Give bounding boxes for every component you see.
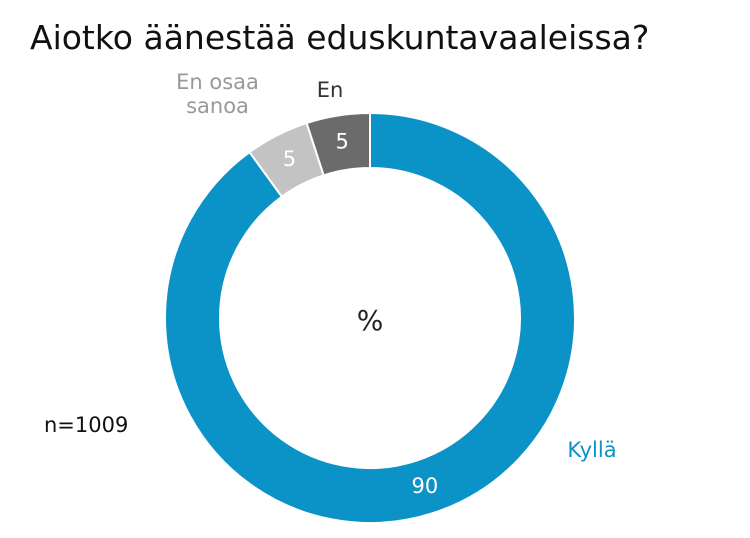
value-label: 5 — [283, 147, 296, 171]
donut-segment — [305, 111, 371, 177]
value-label: 90 — [411, 474, 438, 498]
center-label: % — [357, 304, 384, 337]
chart-title: Aiotko äänestää eduskuntavaaleissa? — [30, 18, 650, 57]
donut-segment — [164, 111, 576, 524]
category-label: En osaa sanoa — [176, 70, 259, 118]
category-label: En — [316, 78, 344, 102]
annotation: n=1009 — [44, 413, 129, 437]
value-label: 5 — [336, 130, 349, 154]
category-label: Kyllä — [567, 438, 617, 462]
